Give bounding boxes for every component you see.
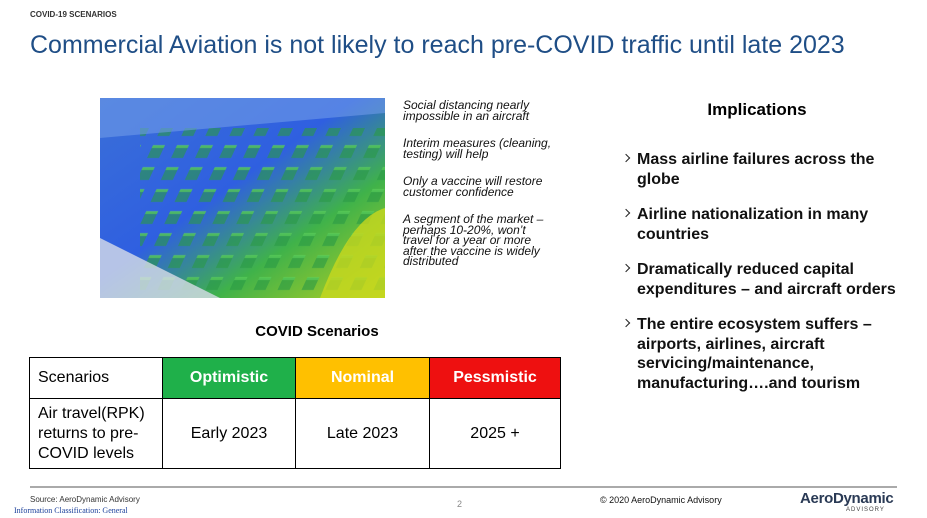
note: Social distancing nearly impossible in a… bbox=[403, 98, 530, 123]
cabin-simulation-image bbox=[100, 98, 385, 298]
copyright: © 2020 AeroDynamic Advisory bbox=[600, 495, 722, 505]
implication-text: The entire ecosystem suffers – airports,… bbox=[637, 316, 872, 392]
implication-text: Mass airline failures across the globe bbox=[637, 151, 875, 188]
bullet-chevron bbox=[621, 208, 631, 218]
slide-title: Commercial Aviation is not likely to rea… bbox=[30, 31, 845, 59]
header-cell: Nominal bbox=[295, 357, 430, 399]
note: Interim measures (cleaning, testing) wil… bbox=[403, 136, 552, 161]
header-row: Scenarios Optimistic Nominal Pessmistic bbox=[29, 357, 561, 399]
table-title: COVID Scenarios bbox=[255, 323, 379, 340]
implications-title: Implications bbox=[707, 100, 807, 119]
footer-rule bbox=[30, 486, 897, 488]
bullet-chevron bbox=[621, 263, 631, 273]
implication-text: Dramatically reduced capital expenditure… bbox=[637, 261, 896, 298]
note: A segment of the market – perhaps 10-20%… bbox=[403, 212, 544, 268]
note: Only a vaccine will restore customer con… bbox=[403, 174, 543, 199]
page-number: 2 bbox=[457, 499, 463, 509]
implication-item: The entire ecosystem suffers – airports,… bbox=[621, 315, 903, 393]
scenario-table: Scenarios Optimistic Nominal Pessmistic … bbox=[29, 357, 561, 469]
section-label: COVID-19 SCENARIOS bbox=[30, 10, 117, 19]
header-cell: Scenarios bbox=[29, 357, 163, 399]
logo-subtitle: ADVISORY bbox=[846, 507, 885, 513]
header-cell: Optimistic bbox=[162, 357, 296, 399]
cell: Air travel(RPK) returns to pre-COVID lev… bbox=[29, 398, 163, 469]
implication-item: Dramatically reduced capital expenditure… bbox=[621, 260, 903, 299]
logo: AeroDynamic bbox=[800, 490, 894, 507]
notes: Social distancing nearly impossible in a… bbox=[403, 98, 553, 284]
header-cell: Pessmistic bbox=[429, 357, 561, 399]
classification: Information Classification: General bbox=[14, 506, 128, 515]
cell: Late 2023 bbox=[295, 398, 430, 469]
cell: Early 2023 bbox=[162, 398, 296, 469]
implication-text: Airline nationalization in many countrie… bbox=[637, 206, 869, 243]
implication-item: Mass airline failures across the globe bbox=[621, 150, 903, 189]
implication-item: Airline nationalization in many countrie… bbox=[621, 205, 903, 244]
implications-list: Mass airline failures across the globe Ai… bbox=[621, 150, 903, 409]
source: Source: AeroDynamic Advisory bbox=[30, 495, 140, 504]
bullet-chevron bbox=[621, 153, 631, 163]
data-row: Air travel(RPK) returns to pre-COVID lev… bbox=[29, 398, 561, 469]
bullet-chevron bbox=[621, 318, 631, 328]
cell: 2025 + bbox=[429, 398, 561, 469]
